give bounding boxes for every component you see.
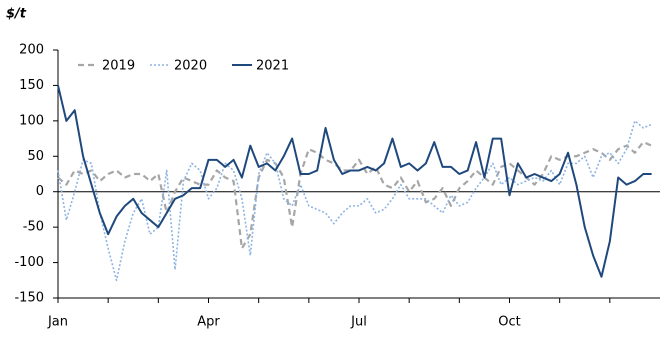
series-line (57, 85, 652, 278)
series-line (57, 141, 653, 250)
legend-label: 2020 (174, 59, 207, 74)
legend-label: 2019 (102, 59, 135, 74)
y-tick-label: -100 (14, 255, 44, 270)
y-tick-label: 200 (19, 43, 44, 58)
y-tick-label: 100 (19, 113, 44, 128)
y-tick-label: -50 (23, 220, 44, 235)
y-tick-label: 150 (19, 78, 44, 93)
legend-label: 2021 (256, 59, 289, 74)
series-line (57, 120, 652, 282)
x-tick-label: Apr (197, 315, 220, 330)
y-tick-label: -150 (14, 291, 44, 306)
x-tick-label: Jul (350, 315, 367, 330)
x-tick-label: Jan (47, 315, 68, 330)
y-axis-label: $/t (6, 7, 27, 22)
y-tick-label: 0 (36, 184, 44, 199)
x-tick-label: Oct (498, 315, 520, 330)
y-tick-label: 50 (27, 149, 44, 164)
